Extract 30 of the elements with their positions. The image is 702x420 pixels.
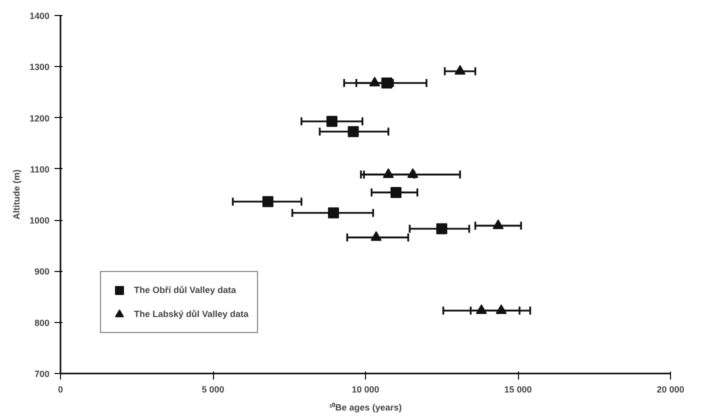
legend-label: The Labský důl Valley data [134, 309, 249, 319]
y-tick-label: 1300 [29, 62, 50, 72]
point [436, 223, 448, 234]
point [382, 168, 394, 178]
y-tick-label: 700 [34, 369, 50, 379]
y-tick-label: 1400 [29, 11, 50, 21]
legend-label: The Obří důl Valley data [134, 285, 236, 295]
x-tick-label: 10 000 [352, 384, 380, 394]
y-tick-label: 1100 [30, 164, 50, 174]
y-tick-label: 800 [34, 318, 50, 328]
x-tick-label: 15 000 [504, 384, 532, 394]
y-tick-label: 1000 [29, 216, 50, 226]
x-axis-title: ¹⁰Be ages (years) [329, 402, 402, 412]
point [476, 304, 487, 314]
point [328, 207, 339, 218]
point [348, 126, 359, 138]
point [326, 116, 338, 127]
point [492, 219, 504, 230]
x-tick-label: 5 000 [202, 384, 224, 394]
y-tick-label: 1200 [29, 113, 50, 124]
point [390, 186, 402, 198]
point [381, 78, 392, 89]
point [262, 196, 274, 208]
y-tick-label: 900 [34, 266, 50, 277]
x-tick-label: 20 000 [656, 384, 684, 394]
point [496, 304, 507, 314]
x-tick-label: 0 [58, 384, 64, 394]
y-axis-title: Altitude (m) [11, 169, 22, 220]
point [407, 168, 418, 178]
point [370, 231, 382, 241]
